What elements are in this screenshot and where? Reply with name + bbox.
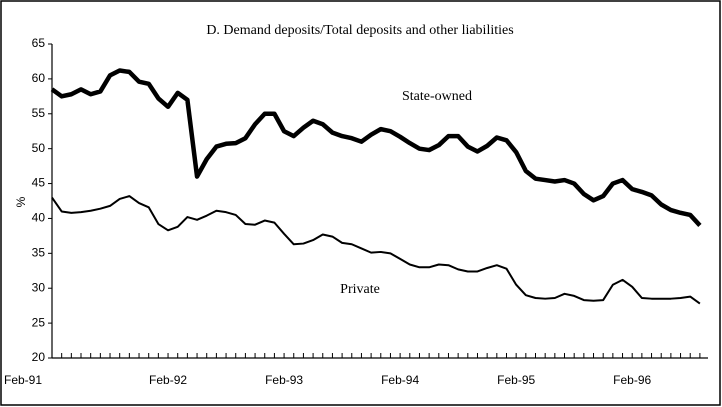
y-tick-label: 65 <box>32 36 46 50</box>
series-label: State-owned <box>402 89 472 104</box>
y-tick-label: 35 <box>32 246 46 260</box>
y-tick-label: 20 <box>32 350 46 364</box>
chart-title: D. Demand deposits/Total deposits and ot… <box>206 23 513 38</box>
y-tick-label: 60 <box>32 71 46 85</box>
x-tick-label: Feb-95 <box>497 373 535 387</box>
series-label: Private <box>340 282 380 297</box>
x-tick-label: Feb-92 <box>149 373 187 387</box>
x-tick-label: Feb-96 <box>613 373 651 387</box>
y-tick-label: 30 <box>32 280 46 294</box>
y-tick-label: 25 <box>32 315 46 329</box>
x-tick-label: Feb-93 <box>265 373 303 387</box>
x-tick-label: Feb-91 <box>4 373 42 387</box>
series-line <box>50 68 702 227</box>
series-line <box>51 195 701 305</box>
y-tick-label: 40 <box>32 211 46 225</box>
y-tick-label: 45 <box>32 176 46 190</box>
y-tick-label: 55 <box>32 106 46 120</box>
y-tick-label: 50 <box>32 141 46 155</box>
y-axis-label: % <box>14 196 28 207</box>
x-tick-label: Feb-94 <box>381 373 419 387</box>
